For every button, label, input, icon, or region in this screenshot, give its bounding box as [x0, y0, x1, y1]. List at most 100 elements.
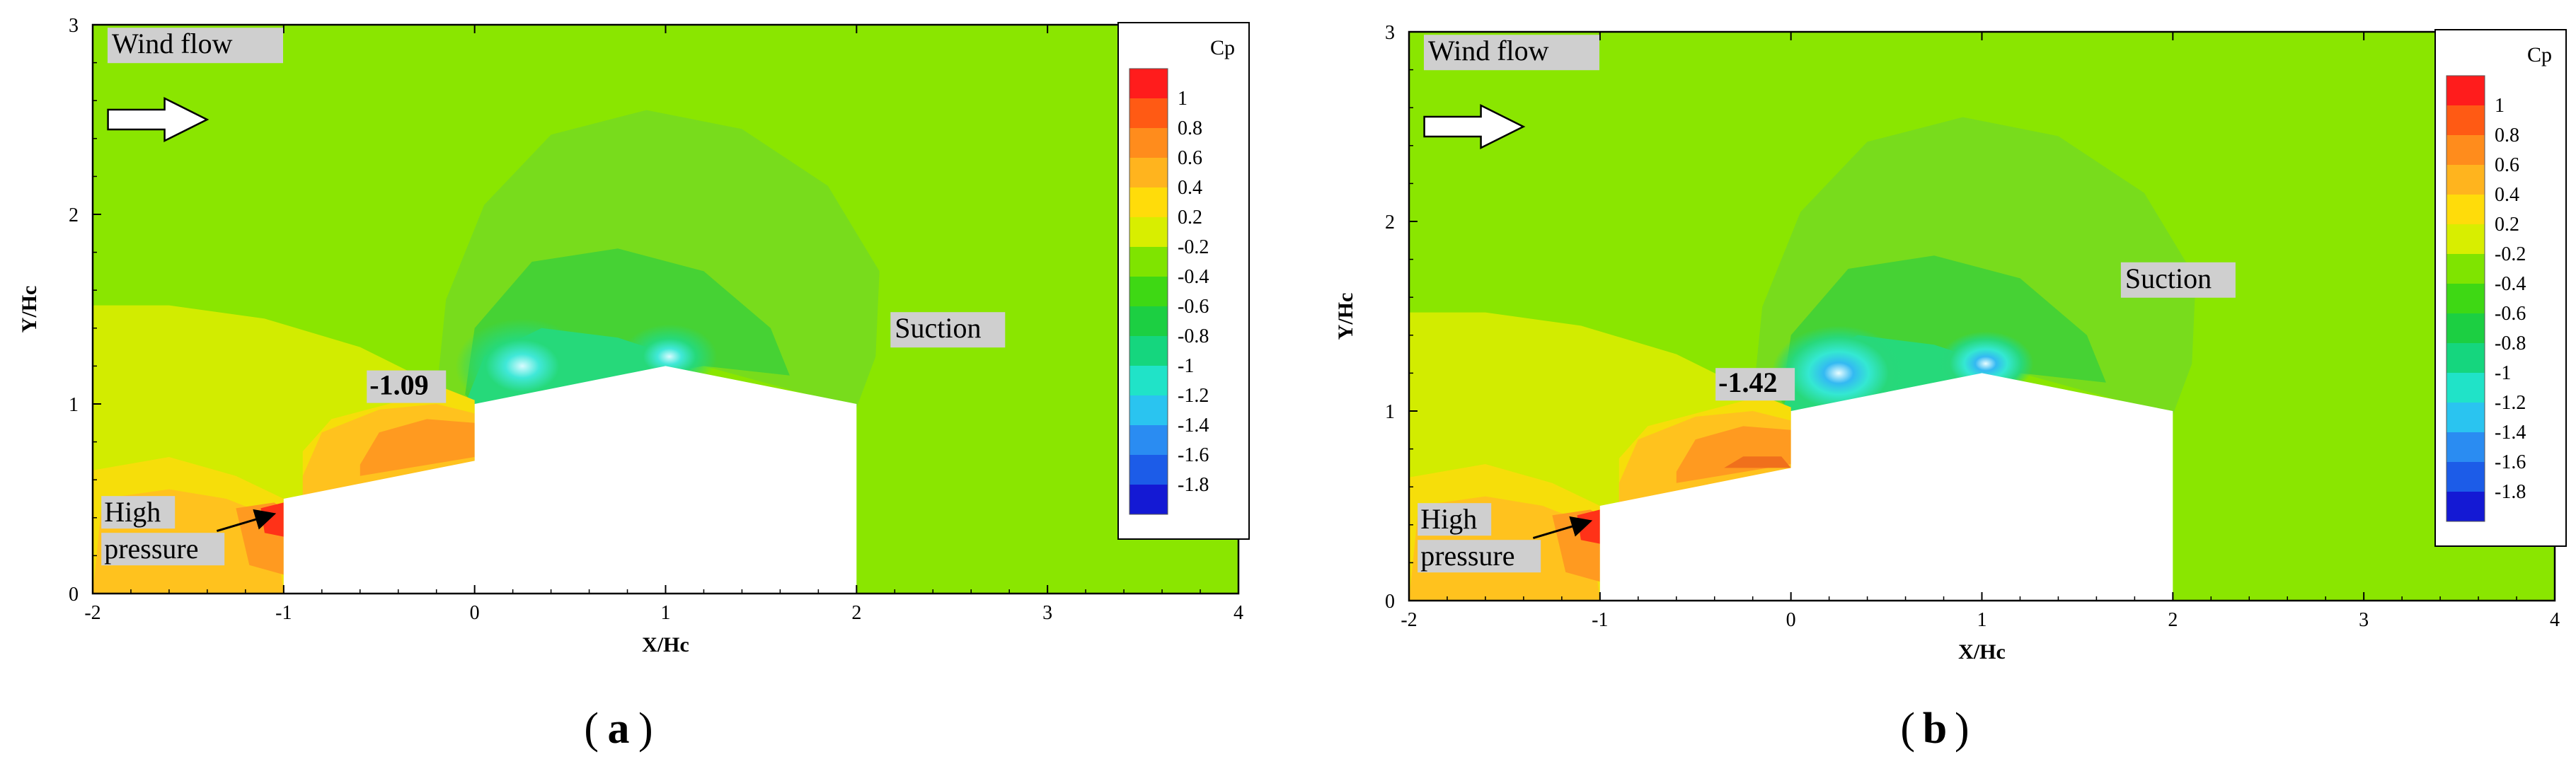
- y-tick-label: 0: [1385, 591, 1395, 613]
- colorbar-tick-label: -0.4: [1178, 266, 1209, 288]
- colorbar-swatch: [1129, 98, 1168, 128]
- panel-label-close: ): [1955, 705, 1970, 753]
- colorbar-swatch: [2446, 76, 2485, 105]
- y-tick-label: 2: [1385, 212, 1395, 233]
- colorbar-tick-label: -1.8: [1178, 474, 1209, 496]
- x-tick-label: 1: [1977, 609, 1987, 631]
- panel-label-close: ): [638, 705, 653, 753]
- x-tick-label: -2: [1401, 609, 1417, 631]
- panel-label: (a): [584, 705, 652, 753]
- panel-label-letter: b: [1923, 705, 1947, 753]
- x-axis-title: X/Hc: [1958, 640, 2006, 664]
- colorbar-swatch: [1129, 217, 1168, 247]
- high-label-bg: [1418, 503, 1492, 536]
- colorbar-tick-label: -0.2: [1178, 236, 1209, 258]
- colorbar-tick-label: -1: [1178, 355, 1194, 377]
- wind-flow-label-bg: [107, 28, 283, 64]
- colorbar-tick-label: -1.6: [2495, 451, 2526, 473]
- colorbar-tick-label: 0.2: [1178, 207, 1202, 229]
- y-tick-label: 0: [69, 584, 79, 606]
- suction-label: Suction: [895, 312, 981, 344]
- colorbar: Cp 1 0.8 0.6 0.4 0.2 -0.2 -0.4 -0.6 -0.8 -1 -1.2 -1.…: [2434, 29, 2567, 547]
- colorbar-tick-label: 1: [1178, 88, 1188, 110]
- colorbar-tick-label: 0.6: [2495, 154, 2519, 176]
- contour-field: [93, 25, 1238, 594]
- y-tick-label: 1: [1385, 401, 1395, 423]
- panel-label-open: (: [584, 705, 599, 753]
- x-tick-label: 2: [2168, 609, 2178, 631]
- x-axis-title: X/Hc: [642, 633, 689, 657]
- panel-label-letter: a: [608, 705, 630, 753]
- y-tick-label: 3: [69, 15, 79, 37]
- colorbar-tick-label: 1: [2495, 95, 2505, 117]
- colorbar-tick-label: -1.4: [1178, 415, 1209, 436]
- building-profile: [283, 366, 857, 594]
- colorbar-swatch: [2446, 313, 2485, 343]
- x-tick-label: 3: [2359, 609, 2369, 631]
- colorbar-swatch: [2446, 135, 2485, 165]
- colorbar-swatch: [1129, 277, 1168, 306]
- wind-flow-label: Wind flow: [112, 28, 233, 59]
- wind-flow-label-bg: [1423, 35, 1599, 71]
- colorbar-title: Cp: [1210, 36, 1235, 59]
- panel-label-open: (: [1900, 705, 1915, 753]
- high-pressure-arrow: [216, 509, 277, 532]
- x-tick-label: 0: [1786, 609, 1796, 631]
- wind-arrow-icon: [1423, 103, 1526, 150]
- colorbar: Cp 1 0.8 0.6 0.4 0.2 -0.2 -0.4 -0.6 -0.8 -1 -1.2 -1.…: [1117, 22, 1250, 540]
- colorbar-swatch: [2446, 105, 2485, 135]
- panel-a: -2 -1 0 1 2 3 4 0 1 2 3 X/Hc Y/Hc Wind flow Suction -1.…: [18, 15, 1250, 753]
- colorbar-tick-label: -0.4: [2495, 273, 2526, 295]
- colorbar-swatch: [2446, 254, 2485, 284]
- y-axis-title: Y/Hc: [1334, 293, 1357, 340]
- x-tick-label: 2: [851, 602, 861, 624]
- colorbar-swatch: [1129, 395, 1168, 425]
- high-label-bg: [101, 496, 176, 529]
- colorbar-tick-label: -0.8: [1178, 325, 1209, 347]
- contour-cp-08-wall: [1676, 426, 1791, 483]
- colorbar-swatch: [1129, 455, 1168, 485]
- suction-label: Suction: [2125, 262, 2212, 294]
- colorbar-tick-label: 0.8: [2495, 125, 2519, 146]
- colorbar-swatch-outline: [1129, 68, 1168, 515]
- colorbar-swatch: [2446, 195, 2485, 224]
- x-tick-label: 0: [470, 602, 480, 624]
- colorbar-swatch: [2446, 284, 2485, 313]
- wind-flow-label: Wind flow: [1428, 35, 1549, 67]
- colorbar-swatch: [1129, 336, 1168, 366]
- building-profile: [1599, 373, 2173, 601]
- colorbar-swatch: [1129, 69, 1168, 98]
- min-cp-label: -1.42: [1718, 366, 1777, 398]
- x-tick-label: 4: [2550, 609, 2560, 631]
- high-pressure-label-line2: pressure: [1420, 540, 1514, 572]
- contour-field: [1409, 32, 2555, 601]
- colorbar-tick-label: -0.2: [2495, 243, 2526, 265]
- colorbar-tick-label: -1.8: [2495, 481, 2526, 503]
- min-cp-label-bg: [1715, 368, 1795, 401]
- pressure-label-bg: [1418, 540, 1541, 573]
- contour-cp-08-wall: [360, 419, 475, 476]
- suction-label-bg: [890, 312, 1006, 348]
- colorbar-swatch: [1129, 306, 1168, 336]
- colorbar-title: Cp: [2527, 43, 2552, 67]
- colorbar-swatch-outline: [2446, 75, 2485, 522]
- colorbar-tick-label: 0.4: [2495, 184, 2519, 206]
- x-tick-label: -1: [275, 602, 292, 624]
- contour-cp-1-wall: [1724, 456, 1791, 468]
- panel-b: -2 -1 0 1 2 3 4 0 1 2 3 X/Hc Y/Hc Wind flow Suction -1.…: [1334, 22, 2567, 753]
- x-tick-label: -2: [84, 602, 100, 624]
- colorbar-tick-label: -1.2: [2495, 392, 2526, 414]
- colorbar-tick-label: -0.6: [1178, 296, 1209, 318]
- high-pressure-label-line1: High: [1420, 503, 1477, 535]
- y-axis-title: Y/Hc: [18, 286, 41, 333]
- colorbar-tick-label: -0.8: [2495, 333, 2526, 354]
- colorbar-tick-label: 0.2: [2495, 214, 2519, 236]
- x-tick-label: -1: [1592, 609, 1608, 631]
- y-tick-label: 2: [69, 204, 79, 226]
- y-tick-label: 1: [69, 394, 79, 416]
- panel-label: (b): [1900, 705, 1969, 753]
- colorbar-swatch: [1129, 158, 1168, 187]
- colorbar-tick-label: 0.6: [1178, 147, 1202, 169]
- colorbar-swatch: [1129, 425, 1168, 455]
